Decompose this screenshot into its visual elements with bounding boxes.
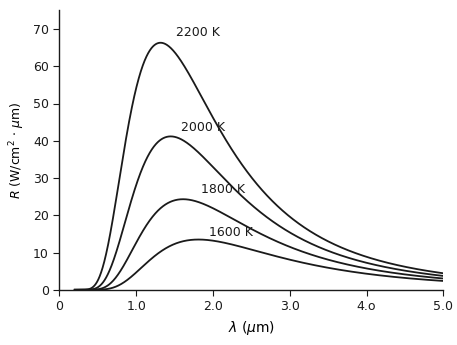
Text: 1600 K: 1600 K	[209, 226, 253, 239]
Text: 2200 K: 2200 K	[176, 27, 220, 39]
Text: 2000 K: 2000 K	[181, 121, 225, 135]
Text: 1800 K: 1800 K	[202, 183, 245, 196]
Y-axis label: $R$ (W/cm$^2$ $\cdot$ $\mu$m): $R$ (W/cm$^2$ $\cdot$ $\mu$m)	[8, 101, 27, 199]
X-axis label: $\lambda$ ($\mu$m): $\lambda$ ($\mu$m)	[228, 319, 275, 337]
